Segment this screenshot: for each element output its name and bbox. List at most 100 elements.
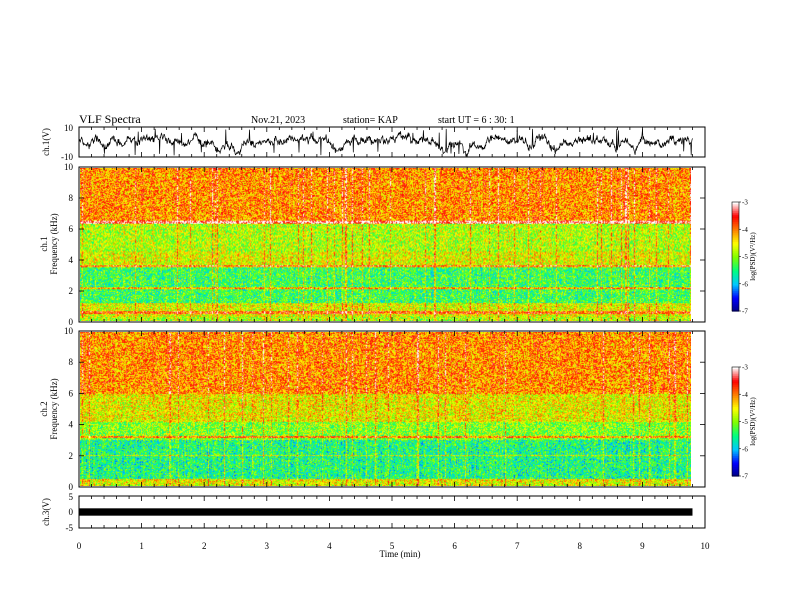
figure-title: VLF Spectra <box>79 112 141 126</box>
colorbar-segment <box>732 396 739 399</box>
ch3-waveform-ticks <box>78 496 706 528</box>
colorbar-segment <box>732 406 739 410</box>
colorbar-segment <box>732 443 739 446</box>
colorbar-segment <box>732 472 739 475</box>
colorbar-segment <box>732 428 739 432</box>
x-tick-label-4: 4 <box>327 541 332 551</box>
colorbar-segment <box>732 263 739 267</box>
ch1-spectrogram-ylabel-line1: ch.1 <box>39 236 49 251</box>
colorbar-segment <box>732 421 739 424</box>
x-axis-tick-labels: 0 1 2 3 4 5 6 7 8 9 10 <box>77 541 710 551</box>
colorbar-segment <box>732 432 739 435</box>
x-tick-label-10: 10 <box>701 541 711 551</box>
colorbar-segment <box>732 446 739 450</box>
colorbar-segment <box>732 251 739 254</box>
colorbar-segment <box>732 383 739 386</box>
colorbar-segment <box>732 243 739 247</box>
x-tick-label-0: 0 <box>77 541 82 551</box>
colorbar-segment <box>732 305 739 308</box>
y-tick-label-p2-5: 10 <box>64 162 74 172</box>
x-tick-label-5: 5 <box>390 541 395 551</box>
colorbar-segment <box>732 301 739 305</box>
ch3-waveform-panel: 5 0 -5 ch.3(V) <box>41 492 706 533</box>
colorbar-segment <box>732 412 739 415</box>
colorbar-segment <box>732 291 739 294</box>
colorbar-segment <box>732 417 739 421</box>
colorbar-segment <box>732 377 739 381</box>
ch1-ytick-label-top: 10 <box>64 123 74 133</box>
y-tick-label-p3-2: 4 <box>69 420 74 430</box>
colorbar-segment <box>732 368 739 372</box>
ch3-ytick-label-mid: 0 <box>69 507 74 517</box>
ch1-spectrogram-image <box>80 168 691 321</box>
colorbar-segment <box>732 265 739 268</box>
colorbar-segment <box>732 232 739 236</box>
colorbar-segment <box>732 267 739 270</box>
colorbar-segment <box>732 457 739 461</box>
colorbar-segment <box>732 450 739 453</box>
x-tick-label-8: 8 <box>578 541 583 551</box>
colorbar-segment <box>732 214 739 218</box>
ch2-spectrogram-ylabel-line1: ch.2 <box>39 401 49 416</box>
y-tick-label-p2-1: 2 <box>69 286 74 296</box>
colorbar-tick-label: -6 <box>742 445 748 453</box>
ch1-waveform-trace <box>78 128 693 158</box>
colorbar-segment <box>732 216 739 219</box>
colorbar-segment <box>732 403 739 406</box>
colorbar-segment <box>732 452 739 455</box>
colorbar-segment <box>732 454 739 457</box>
colorbar-segment <box>732 445 739 448</box>
colorbar-segment <box>732 436 739 439</box>
colorbar-segment <box>732 437 739 441</box>
y-tick-label-p2-2: 4 <box>69 255 74 265</box>
colorbar-segment <box>732 463 739 466</box>
colorbar-segment <box>732 466 739 470</box>
ch2-spectrogram-ylabel-line2: Frequency (kHz) <box>49 378 59 439</box>
colorbar-segment <box>732 309 739 312</box>
colorbar-segment <box>732 414 739 417</box>
x-tick-label-6: 6 <box>452 541 457 551</box>
colorbar-segment <box>732 386 739 390</box>
colorbar-segment <box>732 426 739 430</box>
date-label: Nov.21, 2023 <box>251 115 305 126</box>
colorbar-segment <box>732 401 739 404</box>
ch3-waveform-trace <box>79 508 693 516</box>
colorbar-segment <box>732 278 739 281</box>
y-tick-label-p3-5: 10 <box>64 326 74 336</box>
colorbar-segment <box>732 221 739 225</box>
colorbar-segment <box>732 274 739 278</box>
colorbar-segment <box>732 240 739 243</box>
colorbar-segment <box>732 385 739 388</box>
colorbar-segment <box>732 202 739 205</box>
colorbar-segment <box>732 474 739 477</box>
y-tick-label-p2-0: 0 <box>69 317 74 327</box>
colorbar-segment <box>732 227 739 230</box>
y-tick-label-p3-1: 2 <box>69 451 74 461</box>
ch2-spectrogram-image <box>80 332 691 486</box>
ch1-spectrogram-ylabel-line2: Frequency (kHz) <box>49 213 59 274</box>
colorbar-segment <box>732 218 739 221</box>
colorbar-tick-label: -7 <box>742 308 748 316</box>
colorbar-tick-label: -6 <box>742 280 748 288</box>
y-tick-label-p2-4: 8 <box>69 193 74 203</box>
colorbar-segment <box>732 285 739 288</box>
colorbar-segment <box>732 234 739 238</box>
colorbar-segment <box>732 269 739 272</box>
colorbar-segment <box>732 289 739 292</box>
colorbar-segment <box>732 376 739 379</box>
colorbar-segment <box>732 220 739 223</box>
ch2-spectrogram-ticks: 0 2 4 6 8 10 <box>64 326 706 492</box>
colorbar-segment <box>732 430 739 433</box>
ch1-waveform-panel: 10 -10 ch.1(V) <box>41 123 706 162</box>
y-tick-label-p2-3: 6 <box>69 224 74 234</box>
colorbar-tick-label: -5 <box>742 253 748 261</box>
x-tick-label-7: 7 <box>515 541 520 551</box>
colorbar-segment <box>732 381 739 384</box>
colorbar-segment <box>732 441 739 444</box>
colorbar-segment <box>732 367 739 370</box>
colorbar-segment <box>732 300 739 303</box>
colorbar-segment <box>732 231 739 234</box>
colorbar-segment <box>732 456 739 459</box>
colorbar-segment <box>732 256 739 259</box>
